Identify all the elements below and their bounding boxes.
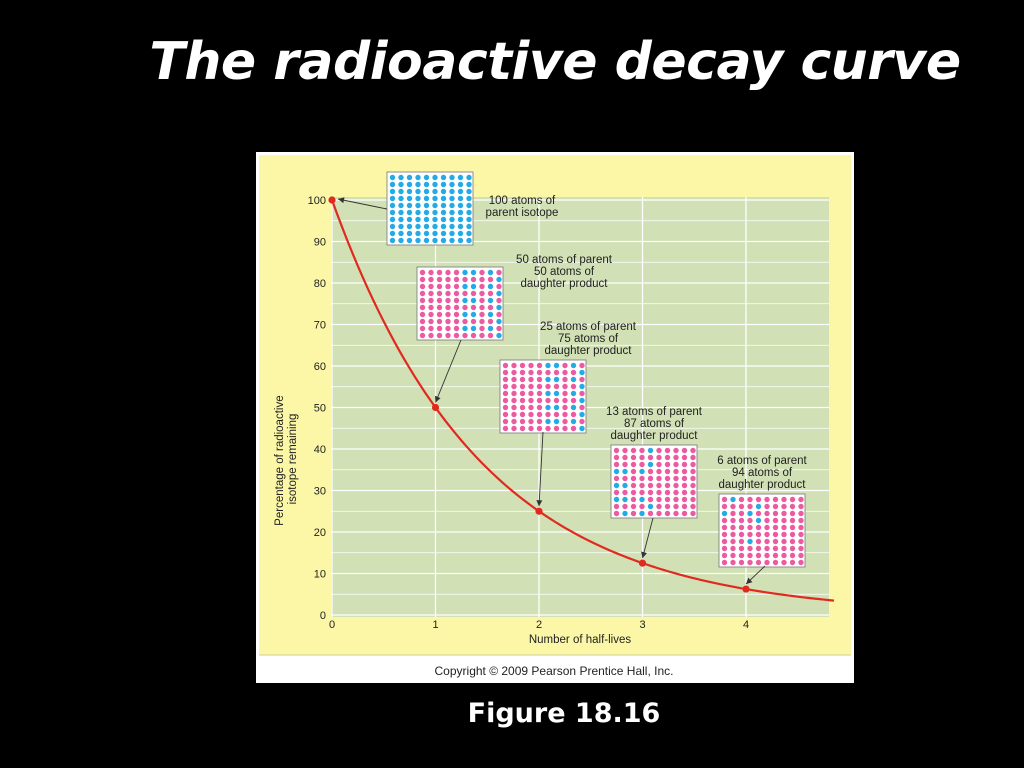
decay-chart: 100 atoms of parent isotope 50 atoms of pa… [259,155,851,678]
x-tick-label: 4 [743,619,749,631]
annotation-text: 50 atoms of parent 50 atoms of daughter pr… [516,254,613,290]
annotation-arrow [538,431,544,507]
data-point [535,507,543,515]
y-tick-label: 10 [314,569,326,581]
y-axis-label-line-2: isotope remaining [287,414,299,505]
data-point [742,585,750,593]
copyright-text: Copyright © 2009 Pearson Prentice Hall, … [435,664,674,678]
atom-box [718,493,806,568]
figure-caption: Figure 18.16 [467,698,661,729]
annotation-arrowhead [746,577,753,585]
y-tick-label: 50 [314,403,326,415]
data-point [431,403,440,412]
y-axis-label: Percentage of radioactive isotope remain… [274,392,299,526]
annotation-text: 100 atoms of parent isotope [486,195,559,219]
data-point [638,559,647,567]
y-tick-label: 60 [314,361,326,373]
y-tick-label: 0 [320,610,326,622]
atom-box [499,359,587,434]
figure-card: 100 atoms of parent isotope 50 atoms of pa… [256,152,854,683]
y-tick-label: 40 [314,444,326,456]
slide-title: The radioactive decay curve [149,32,961,92]
y-tick-label: 80 [314,278,326,290]
annotation-arrow [435,339,462,403]
annotation-arrow [337,198,388,210]
x-tick-label: 0 [329,619,335,631]
annotation-arrowhead [641,551,647,559]
y-tick-label: 70 [314,320,326,332]
y-tick-label: 20 [314,527,326,539]
annotation-arrowhead [338,197,345,204]
decay-curve [330,199,835,602]
data-points [328,196,750,593]
axis-ticks: 0 10 20 30 40 50 60 70 80 90 100 0 1 2 3 4 [308,195,749,631]
annotation-arrowhead [434,395,441,403]
y-axis-label-line-1: Percentage of radioactive [274,395,286,525]
atom-box [416,266,504,341]
annotation-arrowhead [536,500,543,507]
y-tick-label: 90 [314,237,326,249]
annotation-text: 6 atoms of parent 94 atoms of daughter pro… [717,455,807,491]
annotations: 100 atoms of parent isotope 50 atoms of pa… [337,171,808,585]
atom-box [610,444,698,519]
x-axis-label: Number of half-lives [529,634,632,646]
data-point [328,196,336,204]
annotation-text: 25 atoms of parent 75 atoms of daughter pr… [540,321,637,357]
x-tick-label: 2 [536,619,542,631]
annotation-text: 13 atoms of parent 87 atoms of daughter pr… [606,406,703,442]
annotation-arrow [642,517,654,559]
x-tick-label: 3 [639,619,645,631]
x-tick-label: 1 [432,619,438,631]
atom-box [386,171,474,246]
y-tick-label: 30 [314,486,326,498]
grid [331,197,829,617]
y-tick-label: 100 [308,195,326,207]
